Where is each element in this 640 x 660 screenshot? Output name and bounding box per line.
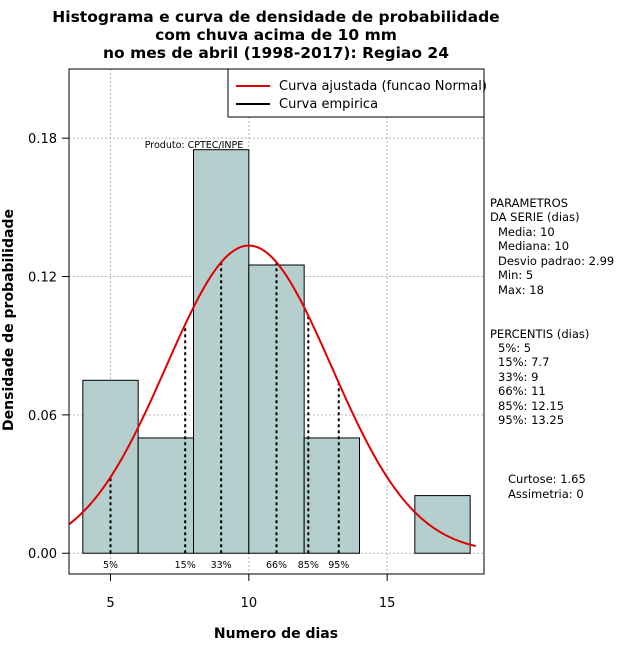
fitted-normal-curve <box>68 244 476 548</box>
stat-curtose: Curtose: 1.65 <box>508 472 586 486</box>
legend: Curva ajustada (funcao Normal) Curva emp… <box>227 68 487 118</box>
percentile-label-2: 15% <box>175 560 196 571</box>
histogram-bar-1 <box>82 379 139 554</box>
percentil-5: 5%: 5 <box>498 341 531 355</box>
param-min: Min: 5 <box>498 268 533 282</box>
y-tick-label-1: 0.06 <box>28 409 57 424</box>
param-media: Media: 10 <box>498 225 555 239</box>
legend-empirical-label: Curva empirica <box>279 97 378 112</box>
percentile-label-5: 85% <box>298 560 319 571</box>
histogram-bar-5 <box>303 437 360 554</box>
title-line-1: Histograma e curva de densidade de proba… <box>52 8 499 26</box>
title-line-2: com chuva acima de 10 mm <box>155 26 397 44</box>
percentile-labels: 5% 15% 33% 66% 85% 95% <box>103 560 349 571</box>
param-mediana: Mediana: 10 <box>498 239 569 253</box>
parametros-title-2: DA SERIE (dias) <box>490 210 580 224</box>
x-axis-title: Numero de dias <box>214 626 338 642</box>
x-tick-label-10: 10 <box>241 596 258 611</box>
parametros-title-1: PARAMETROS <box>490 196 568 210</box>
percentile-markers <box>109 262 340 554</box>
legend-fitted-label: Curva ajustada (funcao Normal) <box>279 79 487 94</box>
percentile-label-4: 66% <box>266 560 287 571</box>
percentil-33: 33%: 9 <box>498 370 538 384</box>
y-axis-title: Densidade de probabilidade <box>1 209 17 431</box>
stat-assimetria: Assimetria: 0 <box>508 487 584 501</box>
y-axis: 0.00 0.06 0.12 0.18 <box>28 132 70 562</box>
legend-box <box>227 68 485 118</box>
y-tick-label-0: 0.00 <box>28 547 57 562</box>
param-max: Max: 18 <box>498 283 544 297</box>
percentile-label-6: 95% <box>328 560 349 571</box>
percentil-85: 85%: 12.15 <box>498 399 564 413</box>
side-panel: PARAMETROS DA SERIE (dias) Media: 10 Med… <box>490 196 614 501</box>
x-tick-label-5: 5 <box>106 596 114 611</box>
x-tick-label-15: 15 <box>379 596 396 611</box>
percentile-label-1: 5% <box>103 560 118 571</box>
percentil-15: 15%: 7.7 <box>498 355 549 369</box>
histogram-bar-7 <box>414 495 471 554</box>
y-tick-label-2: 0.12 <box>28 271 57 286</box>
percentile-label-3: 33% <box>211 560 232 571</box>
y-tick-label-3: 0.18 <box>28 132 57 147</box>
x-axis: 5 10 15 <box>106 573 396 611</box>
param-desvio: Desvio padrao: 2.99 <box>498 254 614 268</box>
source-annotation: Produto: CPTEC/INPE <box>145 140 244 151</box>
percentil-66: 66%: 11 <box>498 384 546 398</box>
title-line-3: no mes de abril (1998-2017): Regiao 24 <box>103 44 449 62</box>
chart-title: Histograma e curva de densidade de proba… <box>52 8 499 62</box>
percentil-95: 95%: 13.25 <box>498 413 564 427</box>
percentis-title: PERCENTIS (dias) <box>490 327 589 341</box>
